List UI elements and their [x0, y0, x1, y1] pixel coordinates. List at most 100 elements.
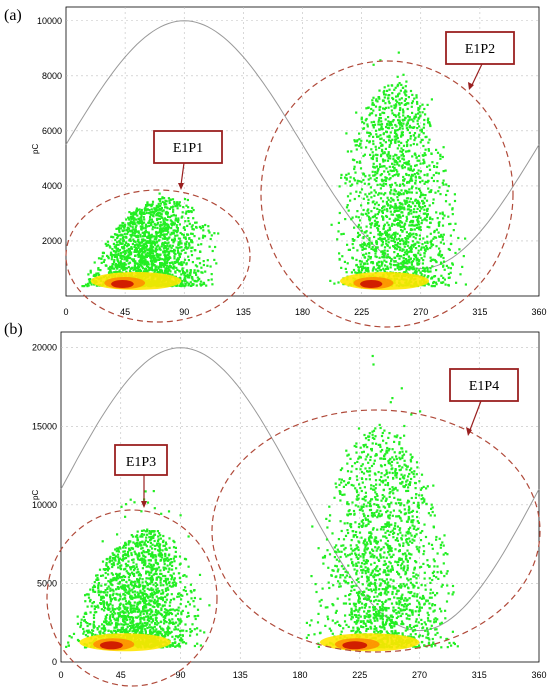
scatter-point — [128, 218, 131, 221]
scatter-point — [418, 189, 422, 192]
scatter-point — [160, 245, 163, 248]
scatter-point — [368, 242, 371, 245]
scatter-point — [168, 207, 171, 210]
scatter-point — [390, 224, 393, 227]
scatter-point — [150, 208, 153, 211]
scatter-point — [157, 205, 160, 208]
scatter-point — [125, 218, 128, 221]
scatter-point — [98, 274, 101, 277]
scatter-point — [125, 602, 128, 606]
scatter-point — [174, 261, 177, 264]
scatter-point — [153, 539, 156, 543]
scatter-point — [386, 159, 390, 162]
scatter-point — [432, 174, 435, 177]
scatter-point — [411, 219, 414, 223]
scatter-point — [353, 140, 357, 143]
scatter-point — [101, 255, 104, 258]
scatter-point — [411, 201, 414, 204]
scatter-point — [159, 248, 162, 251]
scatter-point — [159, 225, 162, 228]
scatter-point — [403, 199, 406, 202]
panel-b: 0 45 90 135 180 225 270 315 36005000100001500020… — [4, 321, 547, 687]
scatter-point — [408, 131, 411, 134]
scatter-point — [154, 618, 158, 621]
scatter-point — [414, 136, 417, 139]
scatter-point — [429, 259, 432, 263]
scatter-point — [156, 583, 159, 586]
scatter-point — [429, 221, 432, 224]
scatter-point — [142, 221, 146, 224]
scatter-point — [417, 112, 420, 115]
scatter-point — [133, 601, 136, 604]
scatter-point — [403, 208, 406, 211]
scatter-point — [137, 594, 140, 597]
scatter-point — [207, 229, 210, 232]
scatter-point — [170, 585, 173, 588]
scatter-point — [147, 234, 150, 238]
scatter-point — [162, 247, 166, 250]
scatter-point — [398, 214, 401, 217]
scatter-point — [157, 198, 161, 201]
scatter-point — [142, 606, 145, 609]
scatter-point — [201, 226, 205, 229]
scatter-point — [119, 256, 122, 259]
scatter-point — [180, 263, 183, 267]
scatter-point — [166, 219, 169, 222]
scatter-point — [114, 270, 117, 273]
scatter-point — [439, 255, 443, 258]
scatter-point — [137, 235, 140, 238]
scatter-point — [422, 132, 425, 135]
scatter-point — [142, 610, 145, 613]
scatter-point — [141, 241, 144, 244]
scatter-point — [385, 267, 388, 270]
scatter-point — [178, 269, 181, 273]
scatter-point — [423, 197, 426, 200]
scatter-point — [362, 253, 365, 256]
scatter-point — [184, 586, 187, 589]
scatter-point — [160, 229, 163, 232]
scatter-point — [381, 243, 384, 246]
scatter-point — [379, 187, 382, 190]
scatter-point — [380, 150, 384, 153]
scatter-point — [419, 228, 422, 232]
scatter-point — [128, 592, 131, 595]
scatter-point — [399, 89, 402, 92]
scatter-point — [356, 235, 359, 238]
scatter-point — [130, 553, 133, 557]
scatter-point — [393, 233, 397, 236]
scatter-point — [109, 602, 112, 605]
scatter-point — [91, 634, 94, 637]
scatter-point — [142, 239, 145, 242]
scatter-point — [370, 261, 373, 264]
scatter-point — [119, 567, 122, 570]
scatter-point — [385, 215, 389, 218]
scatter-point — [128, 269, 132, 272]
scatter-point — [143, 628, 147, 631]
scatter-point — [130, 266, 133, 270]
scatter-point — [187, 611, 190, 614]
scatter-point — [131, 242, 134, 246]
scatter-point — [110, 267, 113, 270]
scatter-point — [144, 490, 147, 493]
scatter-point — [210, 234, 213, 237]
scatter-point — [193, 589, 196, 592]
scatter-point — [422, 202, 425, 205]
scatter-point — [185, 204, 188, 207]
scatter-point — [459, 273, 462, 276]
callout-e1p1-arrow-line — [180, 162, 185, 186]
scatter-point — [359, 244, 362, 247]
scatter-point — [121, 579, 124, 582]
scatter-point — [107, 629, 110, 632]
scatter-point — [165, 543, 168, 546]
scatter-point — [188, 603, 191, 606]
scatter-point — [393, 88, 396, 91]
scatter-point — [400, 266, 403, 269]
scatter-point — [408, 179, 412, 182]
scatter-point — [167, 241, 170, 244]
scatter-point — [163, 544, 166, 547]
scatter-point — [394, 236, 397, 239]
scatter-point — [400, 154, 403, 157]
scatter-point — [162, 218, 165, 221]
scatter-point — [395, 173, 398, 176]
scatter-point — [410, 224, 413, 227]
